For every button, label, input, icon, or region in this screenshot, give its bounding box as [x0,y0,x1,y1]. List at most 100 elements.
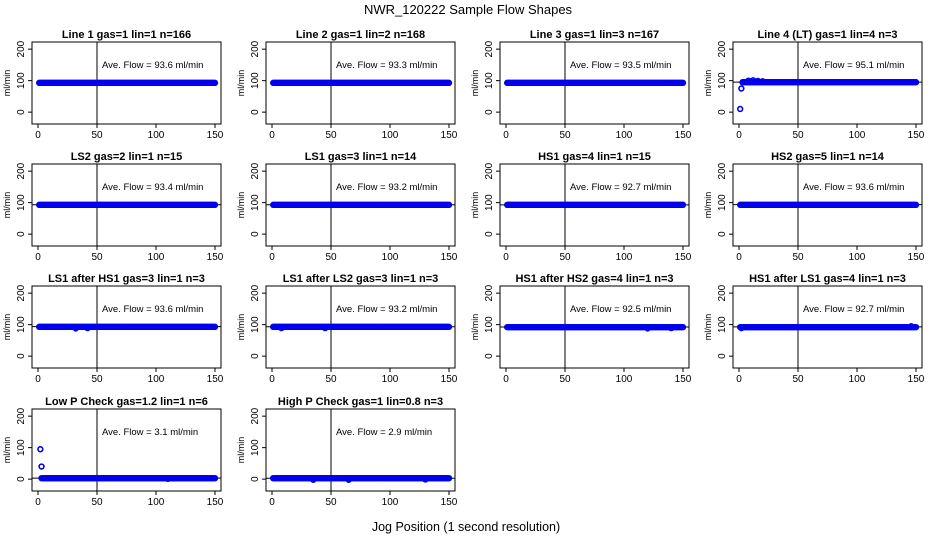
average-flow-annotation: Ave. Flow = 2.9 ml/min [336,427,432,438]
y-tick-label: 100 [250,439,261,456]
y-tick-label: 200 [717,40,728,57]
panel-title: Line 3 gas=1 lin=3 n=167 [530,29,659,41]
data-point [84,324,91,332]
data-point [679,79,687,87]
panel-13: Low P Check gas=1.2 lin=1 n=6 ml/min 0 100 2… [2,396,224,508]
plot-frame [265,408,456,492]
y-tick-label: 0 [250,109,261,115]
x-tick-label: 150 [207,130,224,141]
x-tick-label: 100 [616,130,633,141]
x-tick-label: 0 [503,130,509,141]
y-tick-label: 0 [16,476,27,482]
x-tick-label: 150 [441,252,458,263]
x-tick-label: 50 [325,497,337,508]
x-tick-label: 100 [148,130,165,141]
y-axis-label: ml/min [2,437,12,464]
panel-grid: Line 1 gas=1 lin=1 n=166 ml/min 0 100 200 0 50… [2,29,925,508]
y-tick-label: 0 [717,231,728,237]
data-point [310,476,317,483]
data-point [211,323,219,331]
data-point [445,474,453,482]
data-point [211,474,219,482]
panel-9: LS1 after HS1 gas=3 lin=1 n=3 ml/min 0 100 2… [2,273,224,385]
panel-2: Line 2 gas=1 lin=2 n=168 ml/min 0 100 200 0 50… [236,29,458,141]
x-tick-label: 100 [616,374,633,385]
x-tick-label: 100 [849,252,866,263]
x-tick-label: 50 [325,374,337,385]
x-tick-label: 100 [382,130,399,141]
data-point [667,324,675,332]
y-tick-label: 100 [16,316,27,333]
data-point [644,325,651,332]
panel-title: HS1 after HS2 gas=4 lin=1 n=3 [515,273,673,285]
y-axis-label: ml/min [236,70,246,97]
y-tick-label: 200 [484,284,495,301]
y-tick-label: 100 [16,72,27,89]
x-tick-label: 0 [35,130,41,141]
average-flow-annotation: Ave. Flow = 93.2 ml/min [336,182,437,193]
x-tick-label: 100 [148,374,165,385]
x-tick-label: 50 [325,252,337,263]
panel-title: LS1 gas=3 lin=1 n=14 [305,151,417,163]
x-tick-label: 100 [616,252,633,263]
average-flow-annotation: Ave. Flow = 93.4 ml/min [102,182,203,193]
average-flow-annotation: Ave. Flow = 3.1 ml/min [102,427,198,438]
figure-title: NWR_120222 Sample Flow Shapes [364,2,573,17]
y-tick-label: 100 [484,316,495,333]
x-tick-label: 150 [675,374,692,385]
x-tick-label: 150 [207,252,224,263]
y-tick-label: 0 [16,353,27,359]
panel-title: LS1 after HS1 gas=3 lin=1 n=3 [48,273,205,285]
data-point [738,324,745,332]
x-tick-label: 100 [849,374,866,385]
y-tick-label: 100 [16,439,27,456]
y-tick-label: 100 [250,316,261,333]
x-tick-label: 150 [908,130,925,141]
panel-title: High P Check gas=1 lin=0.8 n=3 [278,396,443,408]
y-tick-label: 200 [250,407,261,424]
y-tick-label: 0 [717,109,728,115]
plot-frame [499,41,690,125]
plot-frame [31,408,222,492]
y-axis-label: ml/min [703,70,713,97]
y-tick-label: 100 [484,72,495,89]
panel-title: Line 4 (LT) gas=1 lin=4 n=3 [757,29,897,41]
y-axis-label: ml/min [470,314,480,341]
panel-14: High P Check gas=1 lin=0.8 n=3 ml/min 0 100… [236,396,458,508]
panel-7: HS1 gas=4 lin=1 n=15 ml/min 0 100 200 0 50 100 1… [470,151,692,263]
x-tick-label: 0 [35,374,41,385]
plot-frame [265,41,456,125]
figure-xlabel: Jog Position (1 second resolution) [372,520,560,534]
data-point [912,79,920,86]
data-point [679,323,687,331]
data-point [211,79,219,87]
x-tick-label: 0 [35,252,41,263]
y-tick-label: 0 [717,353,728,359]
average-flow-annotation: Ave. Flow = 92.7 ml/min [570,182,671,193]
y-tick-label: 200 [250,162,261,179]
y-tick-label: 0 [16,109,27,115]
data-point [345,476,352,483]
y-tick-label: 200 [250,284,261,301]
x-tick-label: 100 [148,497,165,508]
x-tick-label: 0 [269,497,275,508]
x-tick-label: 0 [269,252,275,263]
y-axis-label: ml/min [2,314,12,341]
x-tick-label: 100 [382,497,399,508]
y-tick-label: 0 [484,109,495,115]
y-axis-label: ml/min [703,192,713,219]
average-flow-annotation: Ave. Flow = 93.3 ml/min [336,60,437,71]
x-tick-label: 100 [382,252,399,263]
data-point [211,201,219,209]
x-tick-label: 100 [148,252,165,263]
average-flow-annotation: Ave. Flow = 93.5 ml/min [570,60,671,71]
x-tick-label: 150 [675,252,692,263]
data-point [908,323,915,330]
average-flow-annotation: Ave. Flow = 92.5 ml/min [570,304,671,315]
y-axis-label: ml/min [470,192,480,219]
y-tick-label: 100 [717,72,728,89]
x-tick-label: 0 [503,374,509,385]
panel-10: LS1 after LS2 gas=3 lin=1 n=3 ml/min 0 100 2… [236,273,458,385]
y-tick-label: 0 [484,353,495,359]
